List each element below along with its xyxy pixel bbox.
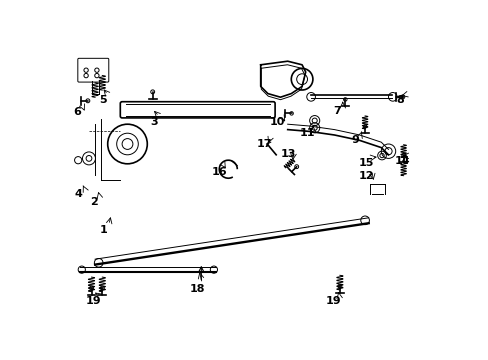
Text: 18: 18 xyxy=(189,284,204,294)
Text: 10: 10 xyxy=(269,117,284,127)
Text: 15: 15 xyxy=(358,158,373,168)
Text: 17: 17 xyxy=(256,139,272,149)
Text: 19: 19 xyxy=(325,296,341,306)
Text: 16: 16 xyxy=(211,167,226,177)
Text: 4: 4 xyxy=(75,189,82,199)
Text: 12: 12 xyxy=(358,171,373,181)
Text: 9: 9 xyxy=(351,135,359,145)
Text: 11: 11 xyxy=(300,128,315,138)
FancyBboxPatch shape xyxy=(120,102,275,118)
Text: 2: 2 xyxy=(90,197,98,207)
Text: 3: 3 xyxy=(150,117,157,127)
Text: 14: 14 xyxy=(393,156,409,166)
Text: 5: 5 xyxy=(99,95,106,105)
Text: 7: 7 xyxy=(333,106,341,116)
FancyBboxPatch shape xyxy=(78,58,108,82)
Text: 13: 13 xyxy=(281,149,296,159)
Text: 1: 1 xyxy=(99,225,107,235)
Text: 6: 6 xyxy=(73,107,81,117)
Text: 19: 19 xyxy=(86,296,102,306)
Text: 8: 8 xyxy=(396,95,404,105)
